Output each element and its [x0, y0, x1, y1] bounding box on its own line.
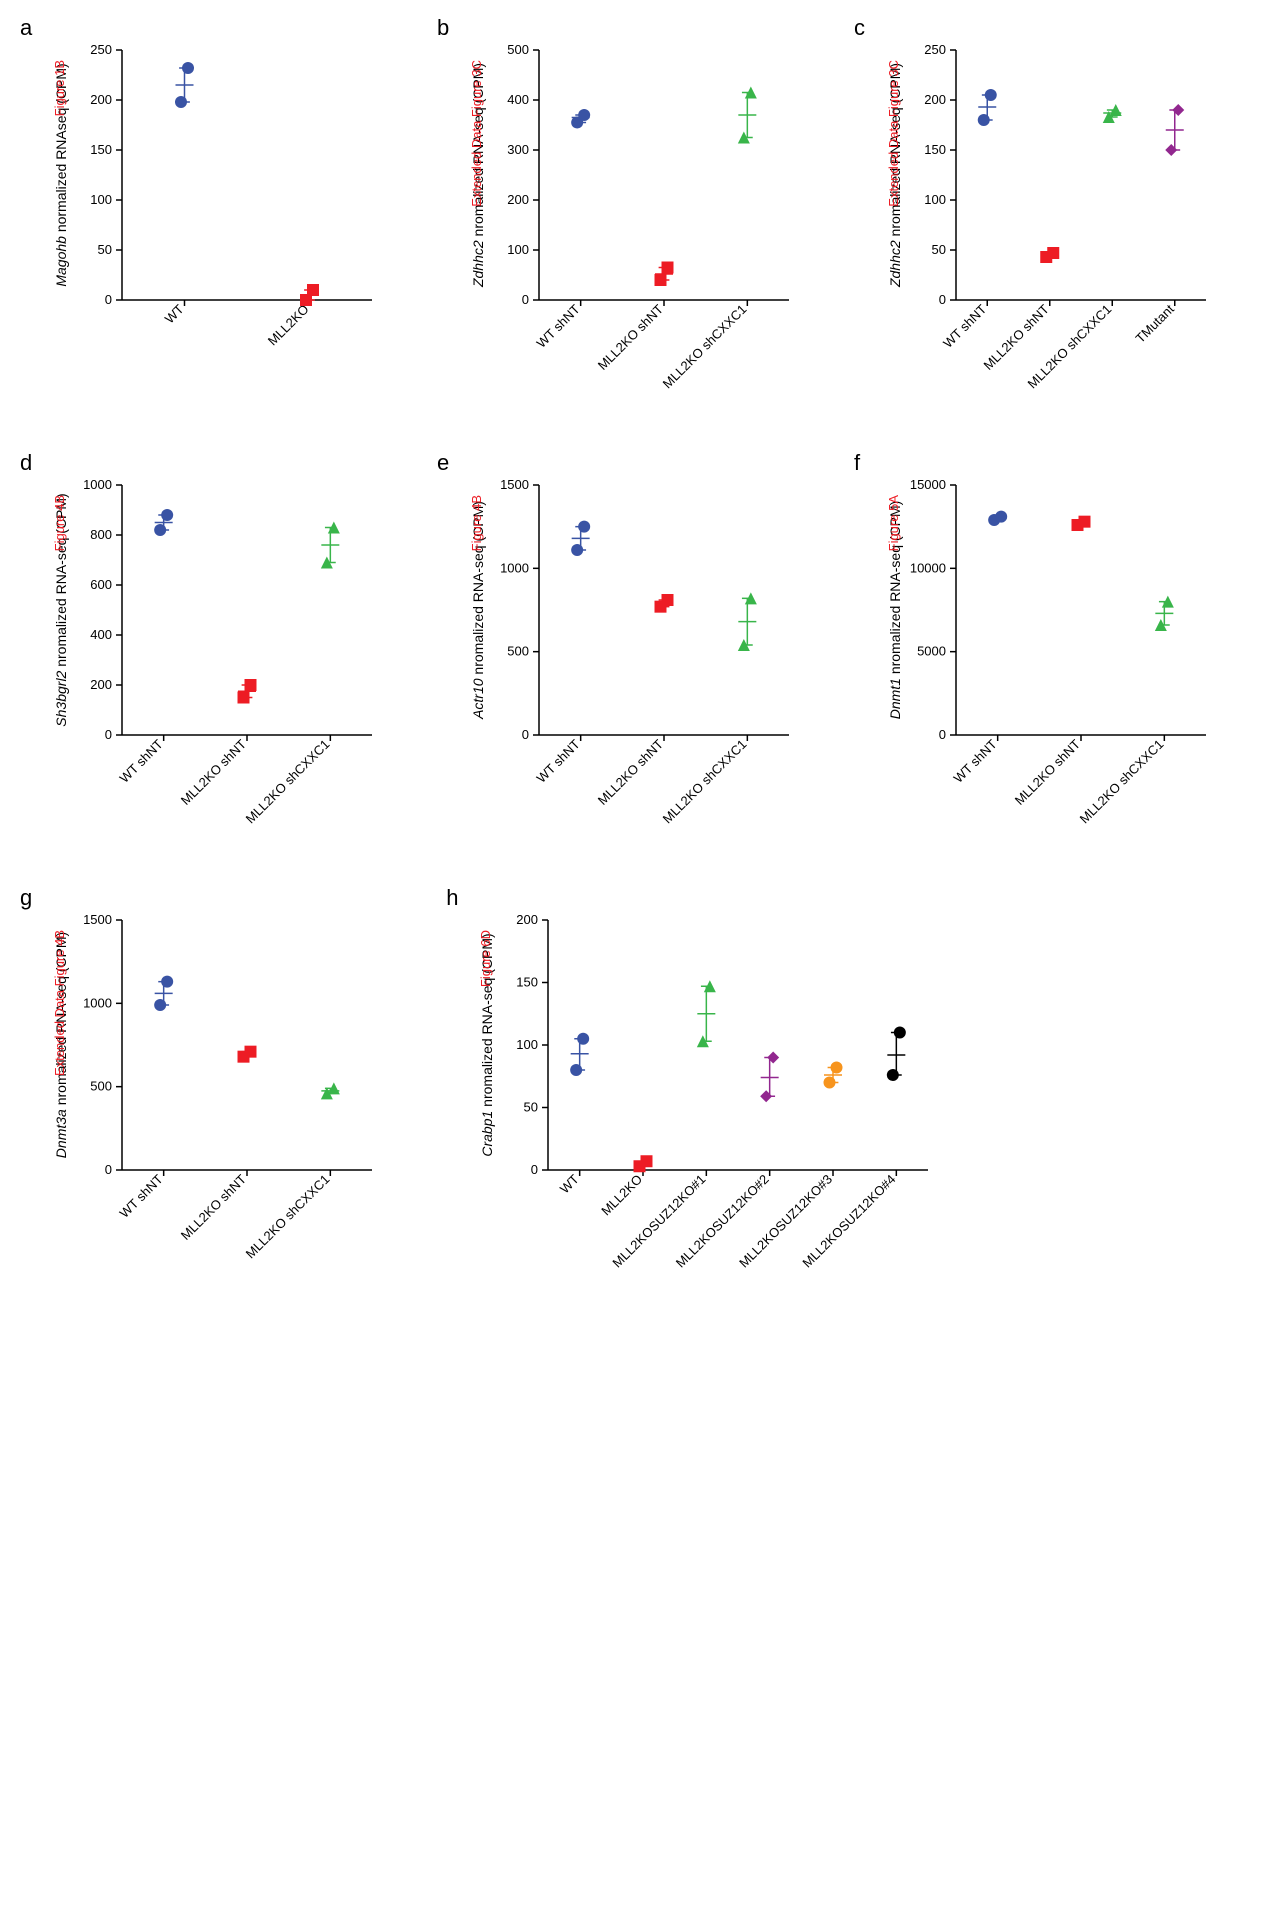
figure-reference: Figure 1B	[52, 60, 67, 116]
panel-g: 0 500 1000 1500 WT shNTMLL2KO shNTMLL2KO shC…	[20, 890, 426, 1295]
chart-e: 0 500 1000 1500 WT shNTMLL2KO shNTMLL2KO shC…	[467, 475, 799, 855]
ytick-label: 0	[105, 292, 112, 307]
figure-reference: Figure 6D	[478, 930, 493, 987]
chart-h: 050100150200WTMLL2KOMLL2KOSUZ12KO#1MLL2K…	[476, 910, 938, 1290]
xtick-label: WT shNT	[117, 736, 166, 785]
ytick-label: 0	[939, 292, 946, 307]
ytick-label: 300	[507, 142, 529, 157]
chart-b: 0 100 200 300 400 500 WT shNTMLL2KO shNTMLL2KO…	[467, 40, 799, 420]
xtick-label: WT	[162, 301, 187, 326]
ytick-label: 500	[90, 1079, 112, 1094]
ytick-label: 0	[522, 292, 529, 307]
chart-a: 050100150200250WTMLL2KOMagohb normalized…	[50, 40, 382, 420]
panel-label: g	[20, 885, 32, 911]
xtick-label: MLL2KO shNT	[1012, 736, 1083, 807]
xtick-label: TMutant	[1133, 301, 1178, 346]
panel-f: 0 5000 10000 15000 WT shNTMLL2KO shNTMLL2KO …	[854, 455, 1251, 860]
xtick-label: MLL2KO shCXXC1	[1077, 737, 1167, 827]
ytick-label: 200	[90, 92, 112, 107]
xtick-label: MLL2KO shCXXC1	[660, 302, 750, 392]
panel-label: a	[20, 15, 32, 41]
ytick-label: 1000	[83, 995, 112, 1010]
xtick-label: MLL2KO shCXXC1	[243, 1172, 333, 1262]
panel-b: 0 100 200 300 400 500 WT shNTMLL2KO shNTMLL2KO…	[437, 20, 834, 425]
panel-d: 0 200 400 600 800 1000 WT shNTMLL2KO shNTMLL2K…	[20, 455, 417, 860]
ytick-label: 50	[932, 242, 946, 257]
ytick-label: 400	[507, 92, 529, 107]
ytick-label: 500	[507, 644, 529, 659]
xtick-label: MLL2KO shCXXC1	[660, 737, 750, 827]
ytick-label: 200	[924, 92, 946, 107]
ytick-label: 800	[90, 527, 112, 542]
ytick-label: 150	[517, 975, 539, 990]
panel-c: 050100150200250WT shNTMLL2KO shNTMLL2KO …	[854, 20, 1251, 425]
ytick-label: 150	[924, 142, 946, 157]
xtick-label: MLL2KO	[265, 302, 312, 349]
panel-label: h	[446, 885, 458, 911]
panel-e: 0 500 1000 1500 WT shNTMLL2KO shNTMLL2KO shC…	[437, 455, 834, 860]
ytick-label: 200	[507, 192, 529, 207]
figure-reference: Figure 4B	[469, 495, 484, 551]
xtick-label: MLL2KO shNT	[980, 301, 1051, 372]
panel-a: 050100150200250WTMLL2KOMagohb normalized…	[20, 20, 417, 425]
ytick-label: 400	[90, 627, 112, 642]
chart-d: 0 200 400 600 800 1000 WT shNTMLL2KO shNTMLL2K…	[50, 475, 382, 855]
xtick-label: WT shNT	[940, 301, 989, 350]
xtick-label: WT shNT	[117, 1171, 166, 1220]
figure-reference: Extended Data Figure 3C	[469, 60, 484, 207]
ytick-label: 0	[105, 1162, 112, 1177]
xtick-label: MLL2KO shNT	[595, 301, 666, 372]
xtick-label: WT shNT	[951, 736, 1000, 785]
ytick-label: 0	[105, 727, 112, 742]
ytick-label: 1000	[500, 560, 529, 575]
ytick-label: 200	[517, 912, 539, 927]
ytick-label: 15000	[910, 477, 946, 492]
chart-c: 050100150200250WT shNTMLL2KO shNTMLL2KO …	[884, 40, 1216, 420]
ytick-label: 50	[524, 1100, 538, 1115]
xtick-label: MLL2KO shNT	[595, 736, 666, 807]
figure-reference: Figure 5A	[886, 495, 901, 551]
ytick-label: 250	[90, 42, 112, 57]
ytick-label: 10000	[910, 560, 946, 575]
xtick-label: MLL2KO shCXXC1	[243, 737, 333, 827]
ytick-label: 1500	[500, 477, 529, 492]
ytick-label: 50	[98, 242, 112, 257]
panel-label: c	[854, 15, 865, 41]
xtick-label: WT shNT	[534, 736, 583, 785]
ytick-label: 250	[924, 42, 946, 57]
panel-label: f	[854, 450, 860, 476]
figure-reference: Extended Data Figure 3C	[886, 60, 901, 207]
ytick-label: 0	[939, 727, 946, 742]
ytick-label: 100	[90, 192, 112, 207]
ytick-label: 0	[531, 1162, 538, 1177]
panel-h: 050100150200WTMLL2KOMLL2KOSUZ12KO#1MLL2K…	[446, 890, 1062, 1295]
figure-reference: Extended Data Figure 4B	[52, 930, 67, 1076]
chart-g: 0 500 1000 1500 WT shNTMLL2KO shNTMLL2KO shC…	[50, 910, 382, 1290]
figure-reference: Figure 4B	[52, 495, 67, 551]
ytick-label: 100	[517, 1037, 539, 1052]
panel-label: e	[437, 450, 449, 476]
figure-grid: 050100150200250WTMLL2KOMagohb normalized…	[20, 20, 1251, 1295]
ytick-label: 100	[924, 192, 946, 207]
ytick-label: 5000	[917, 644, 946, 659]
chart-f: 0 5000 10000 15000 WT shNTMLL2KO shNTMLL2KO …	[884, 475, 1216, 855]
ytick-label: 1000	[83, 477, 112, 492]
ytick-label: 200	[90, 677, 112, 692]
ytick-label: 150	[90, 142, 112, 157]
xtick-label: MLL2KO shNT	[178, 1171, 249, 1242]
ytick-label: 600	[90, 577, 112, 592]
ytick-label: 100	[507, 242, 529, 257]
ytick-label: 500	[507, 42, 529, 57]
panel-label: b	[437, 15, 449, 41]
panel-label: d	[20, 450, 32, 476]
xtick-label: WT	[557, 1171, 582, 1196]
ytick-label: 0	[522, 727, 529, 742]
ytick-label: 1500	[83, 912, 112, 927]
xtick-label: MLL2KO shNT	[178, 736, 249, 807]
xtick-label: MLL2KO	[598, 1172, 645, 1219]
xtick-label: WT shNT	[534, 301, 583, 350]
